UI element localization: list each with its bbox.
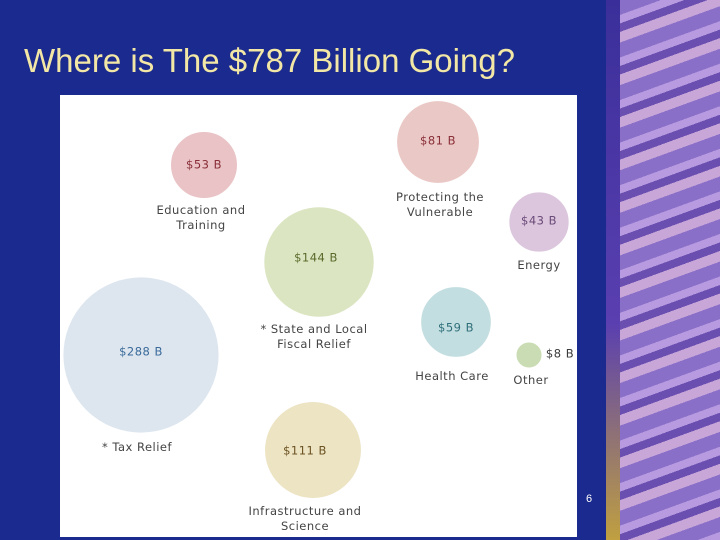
bubble [263, 206, 375, 318]
value-label: $53 B [186, 158, 222, 172]
bubble [515, 341, 543, 369]
category-label: * Tax Relief [101, 440, 173, 454]
category-label: Energy [517, 258, 561, 272]
bubble [420, 286, 492, 358]
category-label: Health Care [415, 369, 489, 383]
value-label: $8 B [546, 347, 574, 361]
value-label: $59 B [438, 321, 474, 335]
decoration [606, 0, 620, 540]
category-label: Infrastructure and Science [248, 504, 362, 533]
value-label: $288 B [119, 345, 163, 359]
bubble [396, 100, 480, 184]
value-label: $144 B [294, 251, 338, 265]
category-label: Other [513, 373, 549, 387]
bubble [508, 191, 570, 253]
category-label: Education and Training [156, 203, 246, 232]
value-label: $43 B [521, 214, 557, 228]
bubble [170, 131, 238, 199]
bubble [62, 276, 220, 434]
category-label: * State and Local Fiscal Relief [260, 322, 368, 351]
page-number: 6 [586, 493, 593, 505]
decoration [620, 0, 720, 540]
bubble [264, 401, 362, 499]
value-label: $111 B [283, 444, 327, 458]
slide-title: Where is The $787 Billion Going? [24, 42, 516, 79]
category-label: Protecting the Vulnerable [396, 190, 484, 219]
value-label: $81 B [420, 134, 456, 148]
